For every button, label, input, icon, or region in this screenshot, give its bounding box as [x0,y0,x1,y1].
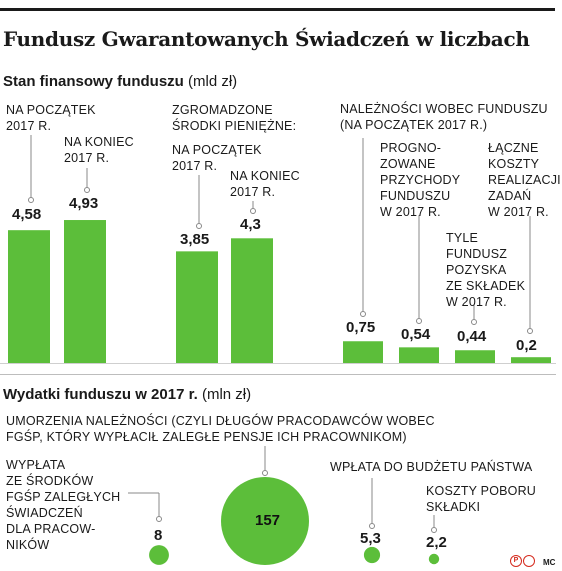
bubble-value-4: 2,2 [426,534,447,551]
bar-value-2: 4,93 [69,195,99,212]
section-title-finance-text: Stan finansowy funduszu [3,73,184,90]
bubble-value-1: 8 [154,527,163,544]
bubble-label-2: UMORZENIA NALEŻNOŚCI (CZYLI DŁUGÓW PRACO… [6,414,435,444]
leader-dot [416,318,422,324]
bar-1 [8,230,50,363]
bar-label-7: TYLE FUNDUSZ POZYSKA ZE SKŁADEK W 2017 R… [446,231,526,309]
section-title-expenses-text: Wydatki funduszu w 2017 r. [3,386,198,403]
bubble-3 [363,546,381,564]
bar-label-5: NALEŻNOŚCI WOBEC FUNDUSZU (NA POCZĄTEK 2… [340,102,548,132]
leader-dot [84,187,90,193]
bubble-label-3: WPŁATA DO BUDŻETU PAŃSTWA [330,460,533,474]
bubble-2 [221,477,309,565]
bar-5 [343,341,383,363]
bar-value-7: 0,44 [457,328,487,345]
bar-7 [455,350,495,363]
bar-8 [511,357,551,363]
section-unit-finance: (mld zł) [188,73,238,90]
leader-dot [369,523,375,529]
leader-dot [527,328,533,334]
leader-dot [250,208,256,214]
bar-label-2: NA KONIEC 2017 R. [64,135,134,165]
bubble-value-3: 5,3 [360,530,381,547]
bar-label-3: NA POCZĄTEK 2017 R. [172,143,262,173]
leader-dot [156,516,162,522]
section-title-finance: Stan finansowy funduszu (mld zł) [3,73,237,90]
bar-value-5: 0,75 [346,319,376,336]
bar-6 [399,347,439,363]
copyright-logo: P [510,555,522,567]
bar-value-6: 0,54 [401,326,431,343]
chart-marks [0,220,556,565]
bar-value-1: 4,58 [12,206,42,223]
bubble-value-2: 157 [255,512,281,529]
leader-dot [431,527,437,533]
bar-label-4: NA KONIEC 2017 R. [230,169,300,199]
section-divider [0,374,556,375]
page-title: Fundusz Gwarantowanych Świadczeń w liczb… [3,27,530,51]
section-title-expenses: Wydatki funduszu w 2017 r. (mln zł) [3,386,251,403]
bubble-label-1: WYPŁATA ZE ŚRODKÓW FGŚP ZALEGŁYCH ŚWIADC… [6,458,121,552]
bar-value-4: 4,3 [240,216,261,233]
author-credit: MC [543,558,556,567]
bar-label-6: PROGNO- ZOWANE PRZYCHODY FUNDUSZU W 2017… [380,141,461,219]
bar-value-3: 3,85 [180,231,210,248]
leader-lines [28,135,533,533]
bar-value-8: 0,2 [516,337,537,354]
leader-dot [28,197,34,203]
leader-dot [360,311,366,317]
leader-dot [196,223,202,229]
section-unit-expenses: (mln zł) [201,386,252,403]
bar-group-label-cash: ZGROMADZONE ŚRODKI PIENIĘŻNE: [172,103,297,133]
leader-dot [471,319,477,325]
bar-label-8: ŁĄCZNE KOSZTY REALIZACJI ZADAŃ W 2017 R. [488,141,561,219]
publisher-logo [523,555,535,567]
bar-3 [176,251,218,363]
bubble-1 [149,545,169,565]
leader-dot [262,470,268,476]
bar-2 [64,220,106,363]
bar-label-1: NA POCZĄTEK 2017 R. [6,103,96,133]
bar-4 [231,238,273,363]
bubble-4 [428,553,440,565]
bubble-label-4: KOSZTY POBORU SKŁADKI [426,484,537,514]
top-rule [0,8,555,11]
